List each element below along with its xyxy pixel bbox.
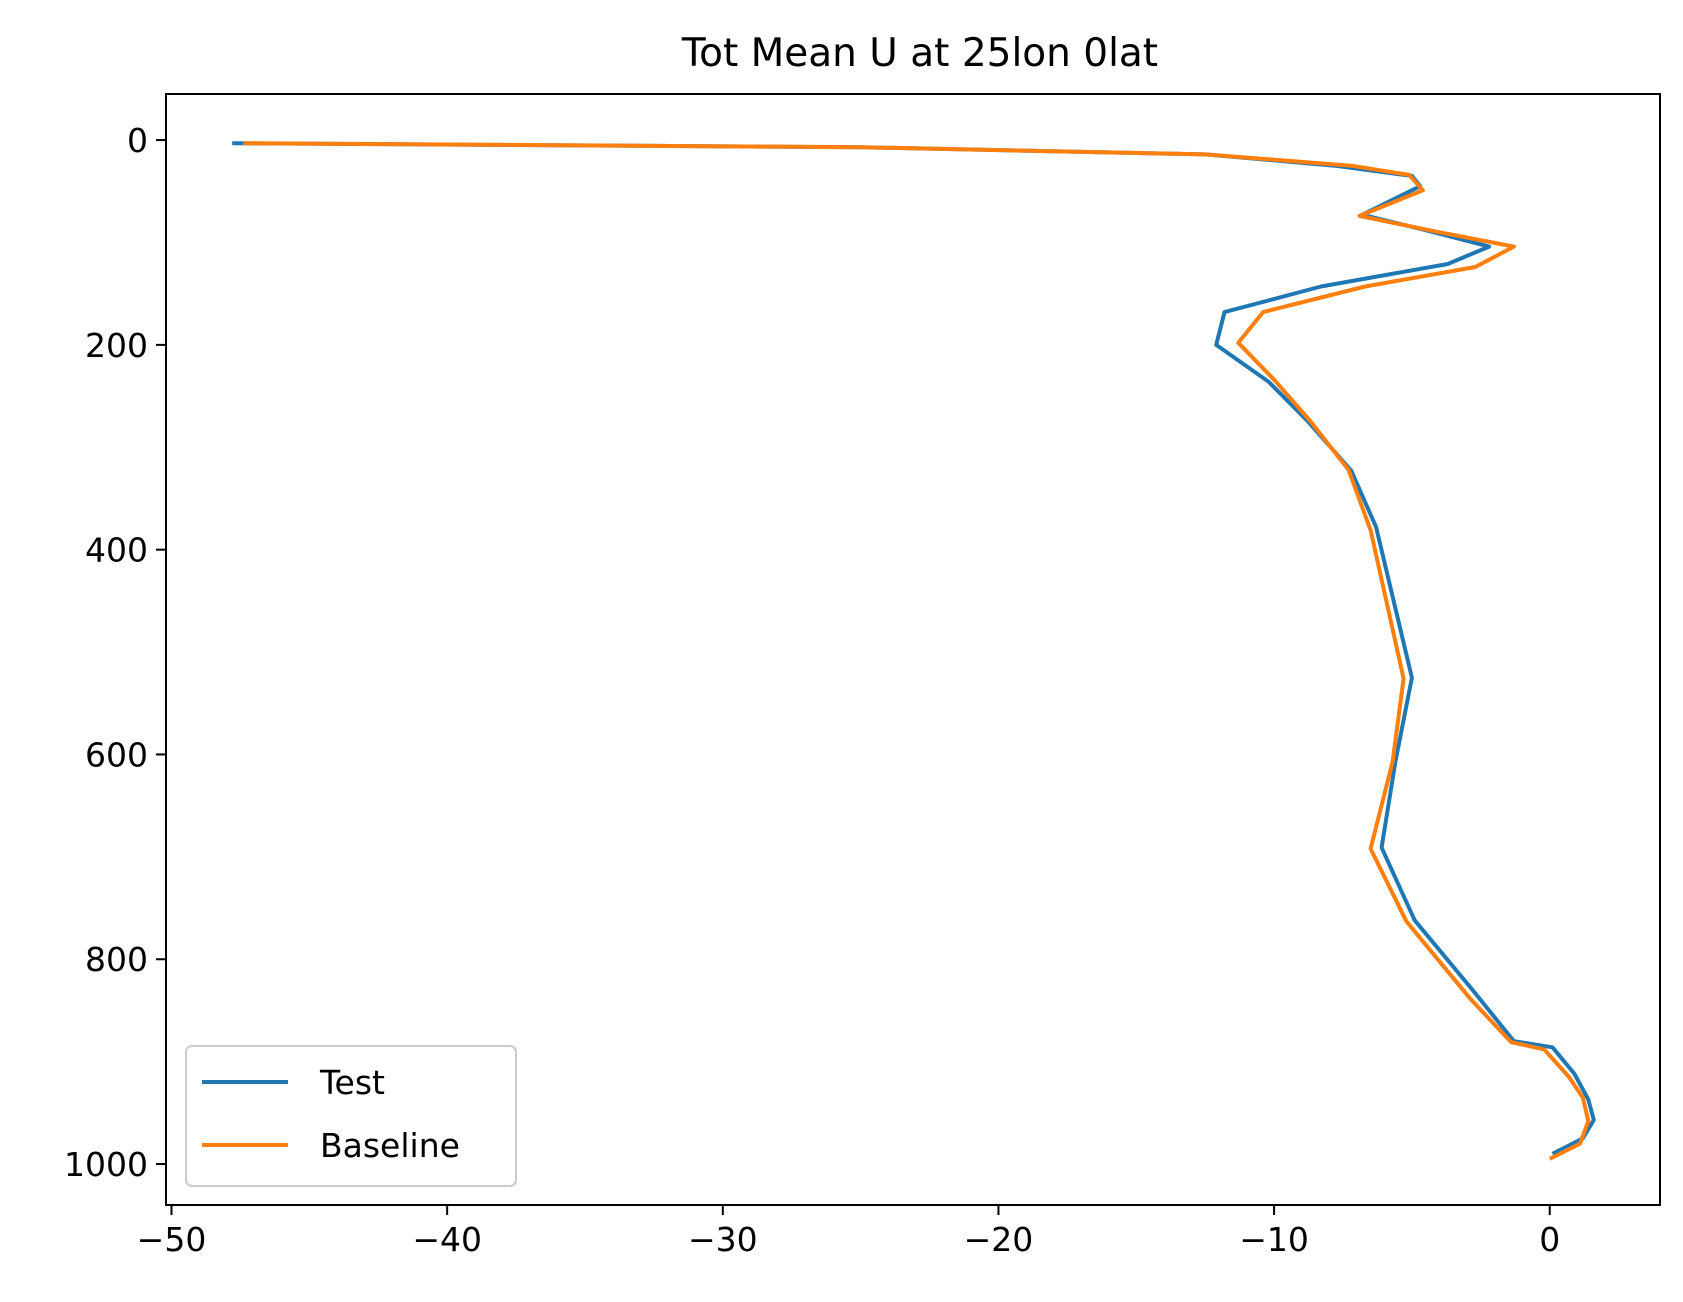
y-tick-label: 400 [85,531,148,570]
y-tick-label: 600 [85,735,148,774]
y-tick-label: 800 [85,940,148,979]
legend-label-test: Test [319,1063,385,1102]
x-tick-label: −50 [137,1220,207,1259]
x-tick-label: 0 [1539,1220,1560,1259]
series-line-baseline [243,141,1591,1161]
y-tick-label: 200 [85,326,148,365]
y-tick-label: 1000 [64,1145,148,1184]
legend: Test Baseline [185,1045,517,1187]
plot-area [232,141,1596,1161]
x-tick-label: −30 [688,1220,758,1259]
plot-frame [165,93,1661,1206]
x-axis: −50 −40 −30 −20 −10 0 [137,1205,1560,1259]
chart-title: Tot Mean U at 25lon 0lat [681,31,1158,76]
legend-label-baseline: Baseline [320,1126,460,1165]
y-axis: 0 200 400 600 800 1000 [64,121,166,1184]
y-tick-label: 0 [127,121,148,160]
x-tick-label: −20 [964,1220,1034,1259]
x-tick-label: −40 [412,1220,482,1259]
x-tick-label: −10 [1239,1220,1309,1259]
